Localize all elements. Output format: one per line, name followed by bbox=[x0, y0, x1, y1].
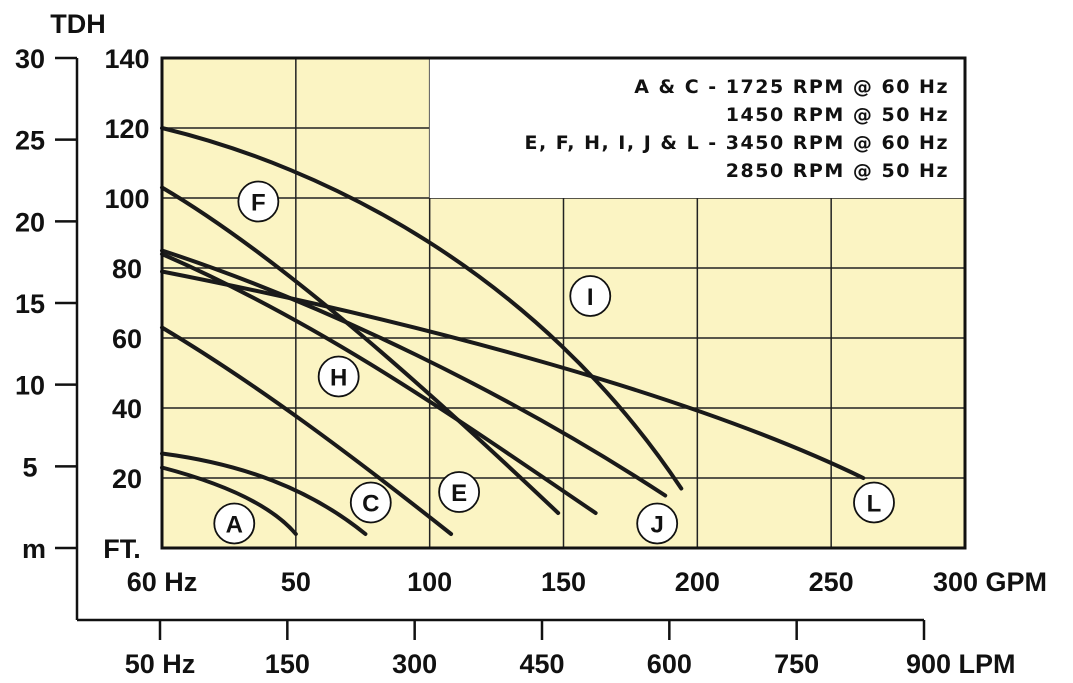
curve-label-circle bbox=[438, 471, 481, 513]
legend-line: 1450 RPM @ 50 Hz bbox=[726, 104, 949, 126]
curve-c bbox=[160, 451, 368, 536]
curve-label-text: H bbox=[330, 365, 347, 392]
curve-label-text: C bbox=[362, 491, 379, 518]
legend: A & C - 1725 RPM @ 60 Hz 1450 RPM @ 50 Hz… bbox=[525, 76, 950, 182]
y-axis-unit-ft: FT. bbox=[103, 534, 141, 564]
curve-label-text: F bbox=[251, 190, 266, 217]
y-tick-label-m: 5 bbox=[22, 452, 37, 482]
curve-label-text: A bbox=[226, 512, 243, 539]
x-tick-label-gpm: 100 bbox=[407, 567, 452, 597]
curve-label-i: I bbox=[569, 275, 612, 317]
curve-label-l: L bbox=[853, 481, 895, 524]
y-tick-label-ft: 140 bbox=[104, 44, 149, 74]
curve-label-circle bbox=[853, 481, 895, 524]
curve-label-circle bbox=[636, 502, 679, 545]
axes: 20 40 60 80 100 120 140 FT. 5 10 15 20 25 30 m TDH 60 Hz… bbox=[15, 9, 1047, 679]
curve-label-circle bbox=[569, 275, 612, 317]
curve-label-j: J bbox=[636, 502, 679, 545]
x-tick-label-lpm: 600 bbox=[647, 649, 692, 679]
y-tick-label-ft: 80 bbox=[112, 254, 142, 284]
y-axis-unit-m: m bbox=[22, 534, 46, 564]
curve-label-circle bbox=[317, 355, 360, 398]
curve-label-circle bbox=[349, 481, 392, 524]
x-tick-label-gpm: 250 bbox=[809, 567, 854, 597]
y-tick-label-m: 30 bbox=[15, 44, 45, 74]
curve-label-text: E bbox=[451, 480, 467, 507]
y-tick-label-ft: 60 bbox=[112, 324, 142, 354]
curve-labels: A C E F H J I L bbox=[213, 180, 895, 545]
curve-label-e: E bbox=[438, 471, 481, 513]
legend-box bbox=[429, 58, 966, 198]
y-tick-label-ft: 100 bbox=[104, 184, 149, 214]
y-tick-label-m: 20 bbox=[15, 207, 45, 237]
performance-curves bbox=[160, 126, 866, 536]
legend-line: 2850 RPM @ 50 Hz bbox=[726, 160, 949, 182]
curve-label-text: L bbox=[867, 491, 882, 518]
y-tick-label-m: 15 bbox=[15, 289, 45, 319]
y-tick-label-ft: 120 bbox=[104, 114, 149, 144]
x-tick-label-lpm: 900 LPM bbox=[906, 649, 1016, 679]
curve-label-f: F bbox=[237, 180, 280, 223]
y-axis-title: TDH bbox=[50, 9, 106, 39]
plot-frame bbox=[160, 56, 967, 550]
x-tick-label-lpm: 300 bbox=[392, 649, 437, 679]
y-tick-label-ft: 40 bbox=[112, 394, 142, 424]
y-tick-label-ft: 20 bbox=[112, 464, 142, 494]
curve-e bbox=[160, 325, 454, 536]
y-tick-label-m: 25 bbox=[15, 126, 45, 156]
legend-line: A & C - 1725 RPM @ 60 Hz bbox=[634, 76, 949, 98]
curve-j bbox=[160, 248, 668, 498]
curve-label-text: I bbox=[587, 284, 594, 311]
y-tick-label-m: 10 bbox=[15, 371, 45, 401]
curve-label-c: C bbox=[349, 481, 392, 524]
curve-label-circle bbox=[213, 502, 256, 545]
x-tick-label-lpm: 50 Hz bbox=[125, 649, 196, 679]
curve-label-text: J bbox=[651, 512, 664, 539]
curve-a bbox=[160, 465, 298, 536]
curve-i bbox=[160, 126, 684, 491]
x-tick-label-gpm: 60 Hz bbox=[127, 567, 198, 597]
x-tick-label-lpm: 750 bbox=[774, 649, 819, 679]
curve-l bbox=[160, 269, 866, 480]
x-tick-label-lpm: 450 bbox=[519, 649, 564, 679]
x-tick-label-gpm: 150 bbox=[541, 567, 586, 597]
legend-line: E, F, H, I, J & L - 3450 RPM @ 60 Hz bbox=[525, 132, 950, 154]
x-tick-label-gpm: 50 bbox=[281, 567, 311, 597]
curve-label-circle bbox=[237, 180, 280, 223]
x-tick-label-lpm: 150 bbox=[265, 649, 310, 679]
x-tick-label-gpm: 300 GPM bbox=[933, 567, 1047, 597]
curve-label-h: H bbox=[317, 355, 360, 398]
x-tick-label-gpm: 200 bbox=[675, 567, 720, 597]
curve-label-a: A bbox=[213, 502, 256, 545]
